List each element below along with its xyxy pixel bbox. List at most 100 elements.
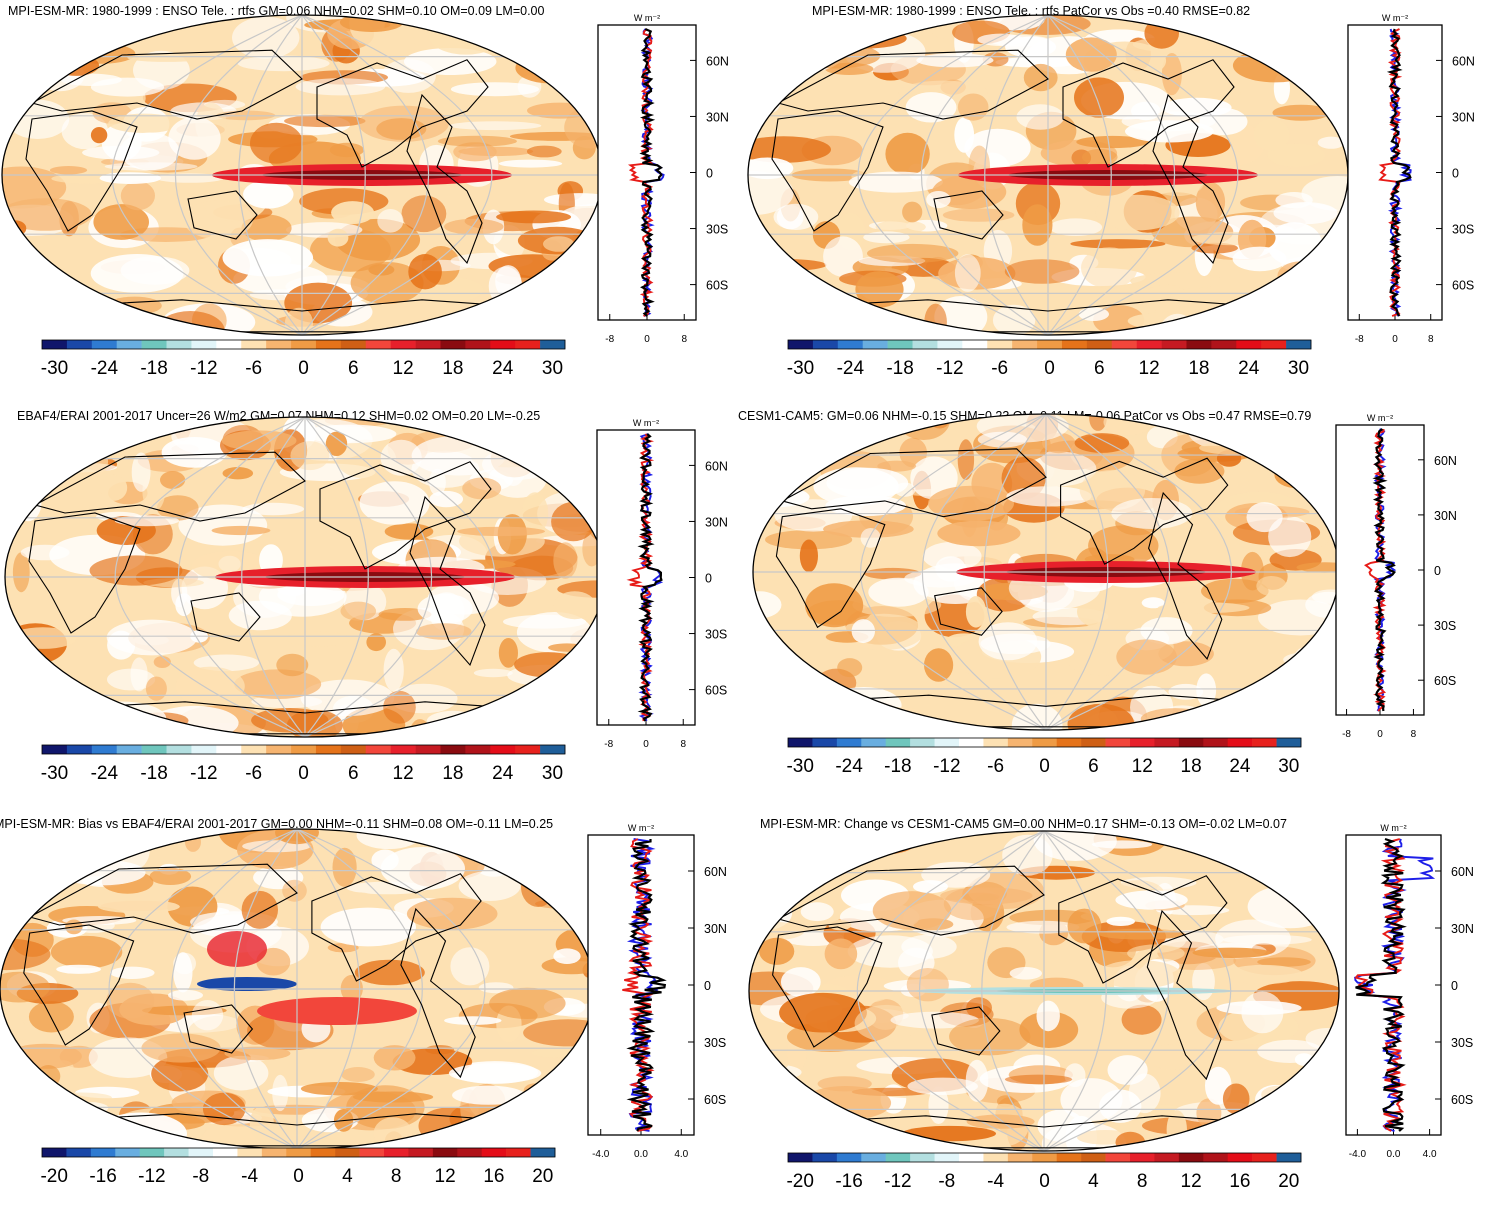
field-blotch	[49, 166, 88, 175]
field-blotch	[6, 99, 70, 139]
colorbar-swatch	[861, 1153, 887, 1162]
panel-svg: W m⁻² 60N 30N 0 30S 60S -8 0 8 -30 -24 -18 -12 -6 0 6 12…	[4, 416, 728, 784]
colorbar-swatch	[812, 738, 838, 747]
field-blotch	[1115, 890, 1188, 910]
colorbar-swatch	[310, 1148, 336, 1157]
field-blotch	[51, 442, 78, 463]
profile-unit: W m⁻²	[628, 823, 654, 833]
field-blotch	[1130, 272, 1224, 290]
field-blotch	[1291, 647, 1319, 685]
field-blotch	[779, 992, 867, 1033]
profile-line-mean	[639, 27, 663, 317]
field-blotch	[1241, 991, 1284, 1034]
profile-xtick-label: 0	[643, 739, 649, 750]
colorbar-label: 0	[1044, 358, 1055, 379]
colorbar-label: 0	[293, 1166, 304, 1187]
field-blotch	[99, 172, 161, 185]
profile-xtick-label: 0	[644, 334, 650, 345]
colorbar-swatch	[139, 1148, 165, 1157]
profile-xtick-label: -8	[605, 334, 614, 345]
field-blotch	[1089, 414, 1107, 431]
field-blotch	[851, 619, 875, 644]
graticule-meridian	[1047, 15, 1175, 335]
field-blotch	[145, 676, 167, 701]
colorbar-swatch	[291, 340, 317, 349]
colorbar-swatch	[1203, 1153, 1229, 1162]
colorbar-label: -12	[884, 1171, 911, 1192]
profile-ytick-label: 30S	[1452, 223, 1474, 237]
field-blotch	[965, 596, 987, 628]
profile-ytick-label: 30S	[1451, 1036, 1473, 1050]
colorbar-label: 24	[1229, 756, 1251, 777]
field-blotch	[1192, 947, 1271, 958]
field-blotch	[135, 728, 211, 737]
field-blotch	[828, 919, 852, 931]
field-blotch	[543, 236, 575, 252]
colorbar-swatch	[91, 340, 118, 349]
colorbar-label: 0	[1039, 1171, 1050, 1192]
field-blotch	[151, 1056, 209, 1092]
colorbar-swatch	[315, 340, 342, 349]
field-blotch	[508, 705, 557, 737]
colorbar-label: -18	[140, 763, 167, 784]
field-blotch	[1179, 23, 1263, 36]
field-blotch	[773, 203, 819, 230]
field-blotch	[28, 1001, 74, 1033]
colorbar-swatch	[1203, 738, 1229, 747]
field-blotch	[89, 555, 183, 586]
field-blotch	[340, 601, 377, 621]
colorbar-swatch	[216, 340, 242, 349]
colorbar-label: 12	[1181, 1171, 1202, 1192]
colorbar-label: -12	[933, 756, 960, 777]
field-blotch	[153, 656, 171, 668]
field-blotch	[1224, 964, 1304, 985]
colorbar-swatch	[266, 340, 292, 349]
colorbar-label: 12	[393, 763, 414, 784]
colorbar-swatch	[340, 745, 367, 754]
field-blotch	[259, 544, 283, 576]
graticule-meridian	[1043, 831, 1169, 1151]
colorbar-swatch	[910, 1153, 935, 1162]
graticule-meridian	[304, 417, 369, 737]
field-blotch	[1199, 441, 1269, 455]
field-blotch	[907, 1077, 978, 1095]
spcz-bias	[257, 997, 417, 1025]
colorbar-swatch	[1056, 738, 1082, 747]
robinson-map	[1, 14, 603, 336]
colorbar-swatch	[912, 340, 938, 349]
field-blotch	[250, 122, 303, 164]
robinson-map	[748, 830, 1340, 1152]
field-blotch	[478, 24, 570, 39]
field-blotch	[1106, 916, 1135, 926]
graticule-meridian	[1047, 15, 1112, 335]
colorbar-swatch	[862, 340, 888, 349]
field-blotch	[860, 528, 881, 548]
field-blotch	[2, 305, 56, 329]
field-blotch	[549, 50, 571, 76]
profile-unit: W m⁻²	[633, 418, 659, 428]
field-blotch	[1004, 259, 1080, 284]
colorbar-swatch	[1227, 738, 1253, 747]
field-blotch	[368, 264, 395, 276]
coastline	[931, 1006, 1001, 1056]
colorbar-label: -4	[987, 1171, 1004, 1192]
colorbar-swatch	[1211, 340, 1237, 349]
field-blotch	[780, 967, 821, 997]
field-blotch	[520, 832, 554, 875]
field-blotch	[0, 869, 35, 904]
colorbar-swatch	[836, 738, 862, 747]
colorbar-swatch	[335, 1148, 360, 1157]
field-blotch	[877, 460, 917, 472]
field-blotch	[1144, 18, 1179, 49]
field-blotch	[76, 701, 167, 736]
colorbar: -30 -24 -18 -12 -6 0 6 12 18 24 30	[41, 339, 566, 379]
coastline	[933, 190, 1004, 240]
field-blotch	[753, 486, 810, 508]
colorbar-swatch	[237, 1148, 263, 1157]
panel-title: MPI-ESM-MR: Bias vs EBAF4/ERAI 2001-2017…	[0, 817, 554, 831]
field-blotch	[1247, 845, 1299, 858]
colorbar-label: 8	[1137, 1171, 1148, 1192]
colorbar-swatch	[216, 745, 242, 754]
profile-ytick-label: 30N	[1452, 110, 1475, 124]
colorbar-label: -30	[41, 358, 68, 379]
